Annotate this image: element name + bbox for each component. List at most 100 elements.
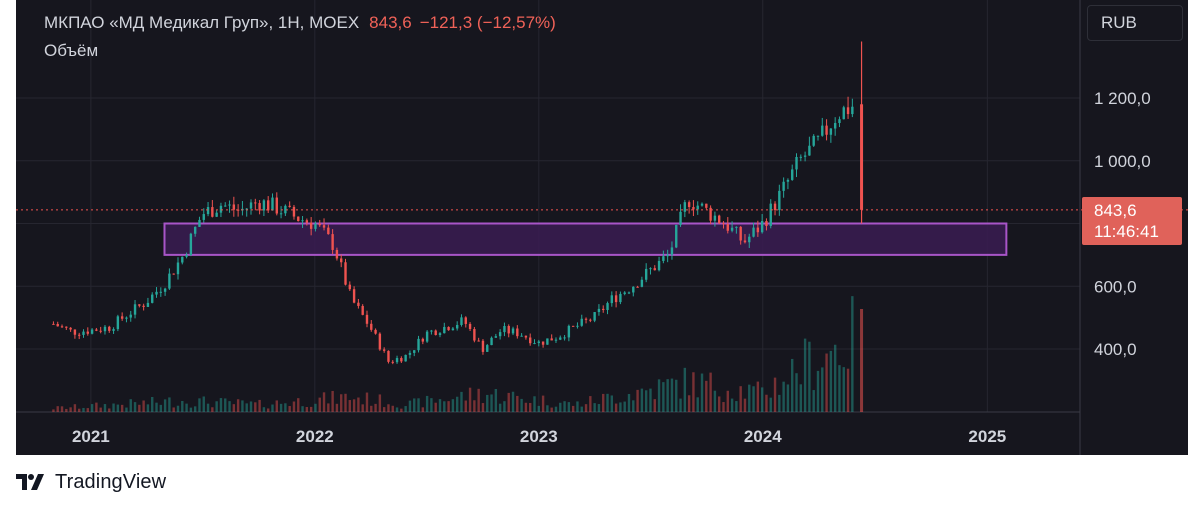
volume-bar [391,405,394,412]
volume-bar [318,397,321,412]
candle-body [382,349,386,351]
volume-bar [692,372,695,412]
volume-bar [284,403,287,412]
candle-body [408,352,412,355]
volume-bar [627,393,631,412]
candle-body [490,337,493,346]
candle-body [211,207,214,217]
volume-bar [851,296,854,412]
candle-body [224,205,227,207]
volume-bar [580,406,583,412]
volume-bar [778,394,781,412]
candle-body [683,202,687,212]
candle-body [610,295,614,304]
candle-body [65,326,68,328]
volume-bar [468,387,472,412]
volume-bar [417,398,420,412]
volume-bar [675,379,678,412]
candle-body [460,317,463,325]
candle-body [82,331,85,335]
volume-legend[interactable]: Объём [44,41,99,60]
volume-bar [228,401,231,412]
volume-bar [404,406,407,412]
volume-bar [430,398,433,412]
volume-bar [86,408,89,412]
volume-bar [241,400,244,412]
volume-bar [400,408,403,412]
volume-bar [224,398,227,412]
volume-bar [56,406,59,412]
volume-bar [640,388,644,412]
volume-bar [726,390,729,412]
candle-body [228,204,231,206]
candle-body [451,328,455,331]
volume-bar [782,381,785,412]
volume-bar [279,403,283,412]
volume-bar [434,402,437,412]
candle-body [258,203,261,211]
volume-bar [322,392,326,412]
candle-body [206,207,210,215]
volume-bar [327,403,330,412]
candle-body [829,128,833,135]
volume-bar [563,401,566,412]
candle-body [537,341,540,344]
volume-bar [146,404,150,412]
candle-body [344,262,347,285]
candle-body [168,273,171,289]
volume-bar [189,407,193,412]
candle-body [833,123,837,129]
candle-body [352,289,356,303]
candle-body [602,308,605,311]
volume-bar [473,400,476,412]
price-chart[interactable]: 400,0 600,0 1 000,0 1 200,0 2021 2022 2023 2024… [16,0,1188,455]
candle-body [305,220,309,223]
candle-body [782,181,785,191]
volume-bar [120,404,124,412]
volume-bar [752,386,755,412]
volume-bar [833,344,837,412]
volume-bar [335,403,339,412]
candle-body [666,254,669,257]
volume-bar [735,401,738,412]
volume-bar [52,409,55,412]
footer[interactable]: TradingView [16,471,166,493]
candle-body [821,125,824,136]
volume-bar [288,406,291,412]
volume-bar [739,386,742,412]
candle-body [374,329,377,334]
candle-body [103,326,107,332]
volume-bar [254,402,257,412]
candle-body [292,206,296,217]
candle-body [507,326,510,334]
candle-body [60,326,64,328]
volume-bar [829,350,833,412]
candle-body [795,156,798,170]
currency-button[interactable]: RUB [1087,5,1183,41]
tradingview-logo-icon [16,474,44,490]
price-tag-countdown: 11:46:41 [1094,222,1159,241]
candle-body [95,329,98,331]
candle-body [627,292,631,294]
candle-body [387,350,390,362]
candle-body [447,326,450,331]
volume-bar [546,405,549,412]
volume-bar [507,392,510,412]
volume-bar [155,402,158,412]
volume-bar [842,367,845,412]
candle-body [636,286,639,288]
candle-body [301,220,304,222]
candle-body [773,203,777,211]
volume-bar [571,405,575,412]
candle-body [172,273,175,275]
volume-bar [198,398,201,412]
candle-body [219,205,223,213]
candle-body [90,329,94,334]
volume-bar [138,404,141,412]
candle-body [541,341,545,345]
candle-body [133,304,137,315]
chart-panel[interactable]: 400,0 600,0 1 000,0 1 200,0 2021 2022 2023 2024… [16,0,1188,455]
volume-bar [348,400,352,412]
volume-bar [271,404,274,412]
volume-bar [632,400,635,412]
